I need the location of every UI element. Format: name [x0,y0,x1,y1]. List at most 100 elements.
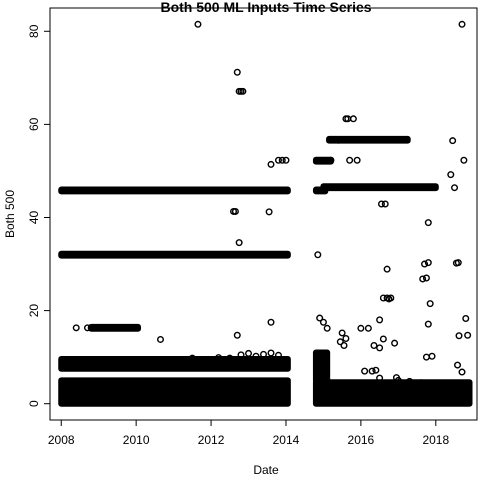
data-point [346,156,354,164]
data-point [267,349,275,357]
dense-band-6 [326,135,411,144]
x-tick-label: 2018 [422,433,449,447]
data-point [239,87,247,95]
data-point [194,20,202,28]
data-point [376,374,384,382]
data-point [282,156,290,164]
data-point [368,367,376,375]
data-point [338,329,346,337]
data-point [353,156,361,164]
y-tick-label: 20 [27,304,41,318]
data-point [252,352,260,360]
data-point [424,320,432,328]
dense-band-2 [312,379,473,407]
data-point [274,156,282,164]
data-point [316,314,324,322]
dense-band-7 [320,183,439,192]
data-point [336,338,344,346]
data-point [381,200,389,208]
data-point [439,382,447,390]
data-point [233,331,241,339]
data-point [156,335,164,343]
plot-frame [49,7,478,421]
data-point [424,259,432,267]
data-point [455,332,463,340]
dense-band-10 [312,349,331,384]
y-tick-label: 0 [27,400,41,407]
data-point [334,136,342,144]
x-tick-label: 2010 [123,433,150,447]
data-point [422,274,430,282]
data-point [342,335,350,343]
data-point [278,156,286,164]
data-point [314,251,322,259]
data-point [385,295,393,303]
data-point [265,208,273,216]
data-point [260,350,268,358]
data-point [376,344,384,352]
data-point [462,395,470,403]
data-point [231,207,239,215]
data-point [72,324,80,332]
x-axis: 2008 2010 2012 2014 2016 2018 [48,420,449,447]
data-point [458,20,466,28]
data-point [377,200,385,208]
data-point [87,324,95,332]
data-point [274,351,282,359]
data-point [392,374,400,382]
data-point [323,324,331,332]
data-point [462,315,470,323]
data-point [419,275,427,283]
data-point [454,259,462,267]
data-point [443,383,451,391]
x-tick-label: 2012 [198,433,225,447]
data-point [245,349,253,357]
data-point [460,156,468,164]
data-point [426,300,434,308]
data-point [188,354,196,362]
data-point [424,219,432,227]
data-point [458,368,466,376]
data-point [372,366,380,374]
data-point [235,239,243,247]
y-tick-label: 60 [27,117,41,131]
data-point [454,361,462,369]
data-point [319,318,327,326]
data-point [421,260,429,268]
data-point [383,265,391,273]
x-tick-label: 2016 [348,433,375,447]
dense-band-0 [58,377,291,407]
data-point [447,389,455,397]
data-point [237,351,245,359]
data-point [376,316,384,324]
data-point [370,342,378,350]
data-point [361,367,369,375]
y-axis: 0 20 40 60 80 [27,24,50,407]
data-point [364,324,372,332]
dense-band-5 [88,323,142,332]
dense-band-9 [312,186,329,195]
data-point [340,342,348,350]
x-axis-label: Date [253,463,279,477]
y-axis-label: Both 500 [3,190,17,238]
data-point [233,68,241,76]
dense-band-4 [58,250,291,259]
data-point [447,171,455,179]
data-point [406,377,414,385]
data-point [267,318,275,326]
data-point [226,354,234,362]
data-point [83,324,91,332]
data-point [451,396,459,404]
dense-band-3 [58,186,291,195]
x-tick-label: 2014 [273,433,300,447]
x-tick-label: 2008 [48,433,75,447]
data-point [267,160,275,168]
data-point [451,383,459,391]
data-point [357,324,365,332]
data-points [72,20,472,404]
data-point [327,156,335,164]
data-point [456,381,464,389]
dense-bands [58,135,473,407]
data-point [351,183,359,191]
